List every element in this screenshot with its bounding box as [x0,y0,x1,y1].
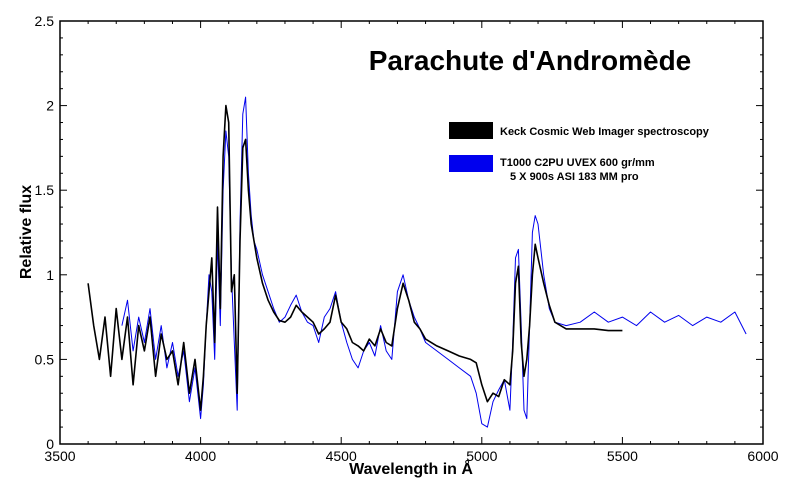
series-layer [87,96,747,428]
y-tick-label: 1.5 [35,182,55,198]
y-tick-label: 1 [46,267,54,283]
plot-background [60,21,763,444]
x-tick-label: 5500 [607,448,638,464]
legend-label-line: T1000 C2PU UVEX 600 gr/mm [500,157,655,169]
y-tick-label: 0 [46,436,54,452]
x-tick-label: 3500 [44,448,75,464]
chart-title: Parachute d'Andromède [369,45,692,76]
y-tick-label: 2 [46,98,54,114]
legend-label-c2pu: T1000 C2PU UVEX 600 gr/mm 5 X 900s ASI 18… [500,157,655,183]
legend: Keck Cosmic Web Imager spectroscopy T100… [449,122,710,183]
y-tick-label: 0.5 [35,351,55,367]
x-tick-label: 5000 [466,448,497,464]
y-tick-label: 2.5 [35,13,55,29]
series-line-keck [87,104,623,412]
legend-label-line: 5 X 900s ASI 183 MM pro [510,171,639,183]
x-tick-label: 4000 [185,448,216,464]
legend-label-keck: Keck Cosmic Web Imager spectroscopy [500,126,710,138]
y-axis-title: Relative flux [18,185,35,279]
x-axis-title: Wavelength in Å [349,459,473,478]
plot-frame [59,20,764,445]
legend-swatch-c2pu [449,155,493,172]
x-tick-label: 6000 [747,448,778,464]
series-line-c2pu [121,96,747,428]
x-tick-label: 4500 [326,448,357,464]
legend-swatch-keck [449,122,493,139]
tick-layer: 3500 4000 4500 5000 5500 6000 0 0.5 1 1.5 2 2.5 [35,13,779,464]
